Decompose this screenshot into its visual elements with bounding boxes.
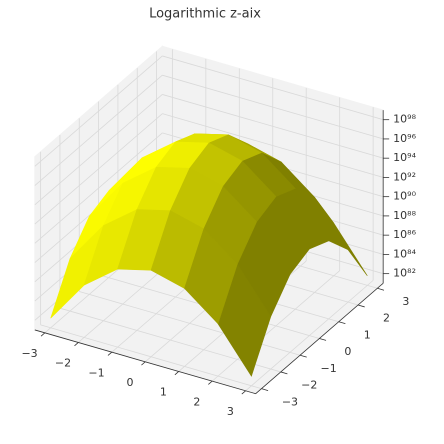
- x-tick-mark: [174, 371, 179, 376]
- x-tick-label: −2: [55, 357, 71, 370]
- y-tick-mark: [261, 388, 269, 391]
- x-tick-mark: [141, 361, 146, 366]
- x-tick-label: 3: [227, 405, 234, 418]
- z-tick-label: 10⁹²: [393, 170, 416, 183]
- y-tick-mark: [377, 287, 385, 291]
- grid-line: [162, 74, 384, 140]
- x-tick-mark: [241, 390, 246, 395]
- grid-line: [79, 291, 301, 356]
- grid-line: [162, 94, 384, 159]
- y-tick-label: 1: [364, 328, 371, 341]
- z-tick-label: 10⁹⁸: [393, 113, 416, 126]
- grid-line: [40, 324, 262, 390]
- y-tick-mark: [357, 304, 365, 308]
- y-axis-line: [255, 282, 384, 394]
- z-tick-label: 10⁹⁶: [393, 132, 416, 145]
- x-tick-mark: [74, 342, 79, 347]
- grid-line: [162, 55, 384, 121]
- y-tick-label: 2: [383, 312, 390, 325]
- z-tick-label: 10⁸²: [393, 267, 416, 280]
- y-tick-mark: [299, 354, 307, 358]
- z-tick-label: 10⁸⁸: [393, 209, 416, 222]
- x-tick-label: 1: [160, 386, 167, 399]
- y-tick-mark: [319, 338, 327, 341]
- x-tick-mark: [107, 351, 113, 356]
- x-tick-mark: [40, 332, 46, 337]
- grid-line: [34, 94, 163, 206]
- z-tick-label: 10⁹⁴: [393, 151, 416, 164]
- z-tick-label: 10⁹⁰: [393, 190, 416, 203]
- x-tick-label: −1: [88, 366, 104, 379]
- y-tick-label: −1: [320, 362, 336, 375]
- chart-title: Logarithmic z-aix: [149, 7, 261, 22]
- grid-line: [34, 74, 163, 186]
- y-tick-label: 0: [344, 345, 351, 358]
- y-tick-label: −3: [282, 395, 298, 408]
- grid-line: [34, 132, 163, 244]
- y-tick-label: 3: [402, 295, 409, 308]
- x-tick-label: −3: [21, 347, 37, 360]
- grid-line: [34, 55, 163, 167]
- x-tick-mark: [208, 380, 213, 385]
- grid-line: [34, 113, 163, 225]
- grid-line: [162, 113, 384, 178]
- y-tick-label: −2: [301, 379, 317, 392]
- x-tick-label: 0: [126, 376, 133, 389]
- x-tick-label: 2: [193, 395, 200, 408]
- surface-patch: [184, 228, 238, 325]
- y-tick-mark: [338, 321, 346, 325]
- y-tick-mark: [280, 371, 288, 375]
- z-tick-label: 10⁸⁶: [393, 228, 416, 241]
- x-axis-line: [34, 329, 256, 395]
- z-tick-label: 10⁸⁴: [393, 247, 416, 260]
